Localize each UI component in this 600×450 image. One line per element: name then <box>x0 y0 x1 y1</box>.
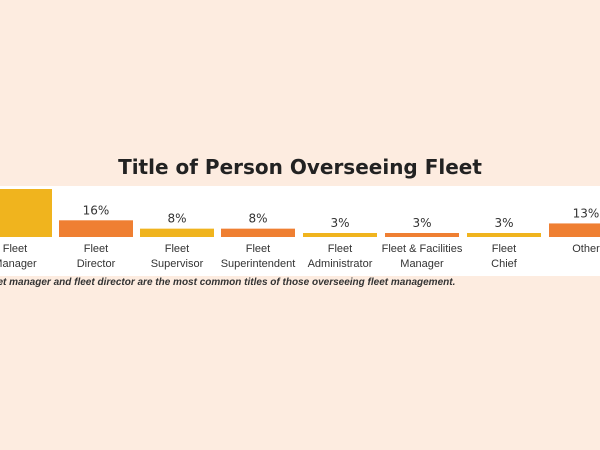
bar-value-label: 3% <box>412 216 431 230</box>
chart-title: Title of Person Overseeing Fleet <box>118 155 482 179</box>
chart-caption: Fleet manager and fleet director are the… <box>0 277 456 288</box>
bar-value-label: 13% <box>573 206 600 220</box>
category-label-line1: Fleet <box>84 243 108 255</box>
chart-bar <box>303 233 377 237</box>
category-label-line1: Fleet <box>246 243 270 255</box>
category-label-line2: Chief <box>491 258 518 270</box>
chart-bar <box>0 189 52 237</box>
category-label-line1: Fleet & Facilities <box>382 243 463 255</box>
chart-bar <box>140 228 214 237</box>
chart-bar <box>59 220 133 237</box>
category-label-line1: Fleet <box>328 243 352 255</box>
category-label-line1: Fleet <box>165 243 189 255</box>
bar-value-label: 16% <box>83 203 110 217</box>
bar-value-label: 8% <box>248 212 267 226</box>
chart-bar <box>221 228 295 237</box>
category-label-line2: Superintendent <box>221 258 296 270</box>
chart-bar <box>385 233 459 237</box>
category-label-line2: Administrator <box>308 258 373 270</box>
bar-value-label: 3% <box>494 216 513 230</box>
category-label-line1: Fleet <box>492 243 516 255</box>
category-label-line2: Manager <box>0 258 37 270</box>
category-label-line2: Director <box>77 258 116 270</box>
chart-bar <box>467 233 541 237</box>
bar-chart: 46%FleetManager16%FleetDirector8%FleetSu… <box>0 189 600 270</box>
bar-value-label: 3% <box>330 216 349 230</box>
chart-bar <box>549 223 600 237</box>
bar-value-label: 8% <box>167 212 186 226</box>
category-label-line2: Other <box>572 243 600 255</box>
category-label-line2: Supervisor <box>151 258 204 270</box>
category-label-line2: Manager <box>400 258 444 270</box>
category-label-line1: Fleet <box>3 243 27 255</box>
